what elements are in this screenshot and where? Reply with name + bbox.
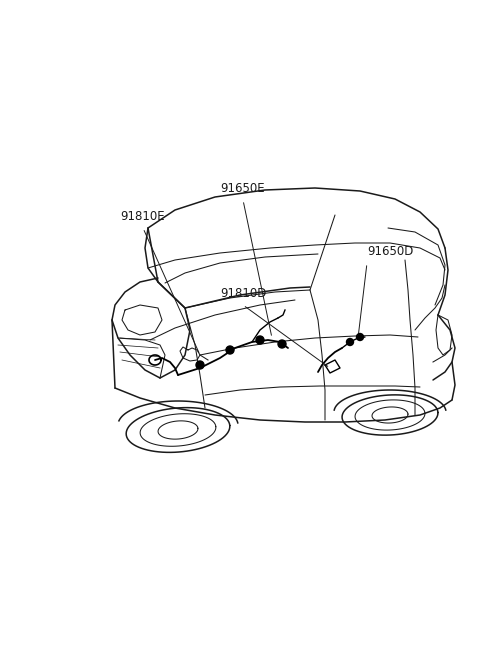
Circle shape [278, 340, 286, 348]
Text: 91650E: 91650E [221, 182, 265, 195]
Circle shape [347, 339, 353, 345]
Text: 91650D: 91650D [367, 245, 413, 258]
Text: 91810E: 91810E [120, 210, 165, 223]
Text: 91810D: 91810D [220, 287, 266, 300]
Circle shape [357, 333, 363, 341]
Circle shape [256, 336, 264, 344]
Circle shape [226, 346, 234, 354]
Circle shape [196, 361, 204, 369]
